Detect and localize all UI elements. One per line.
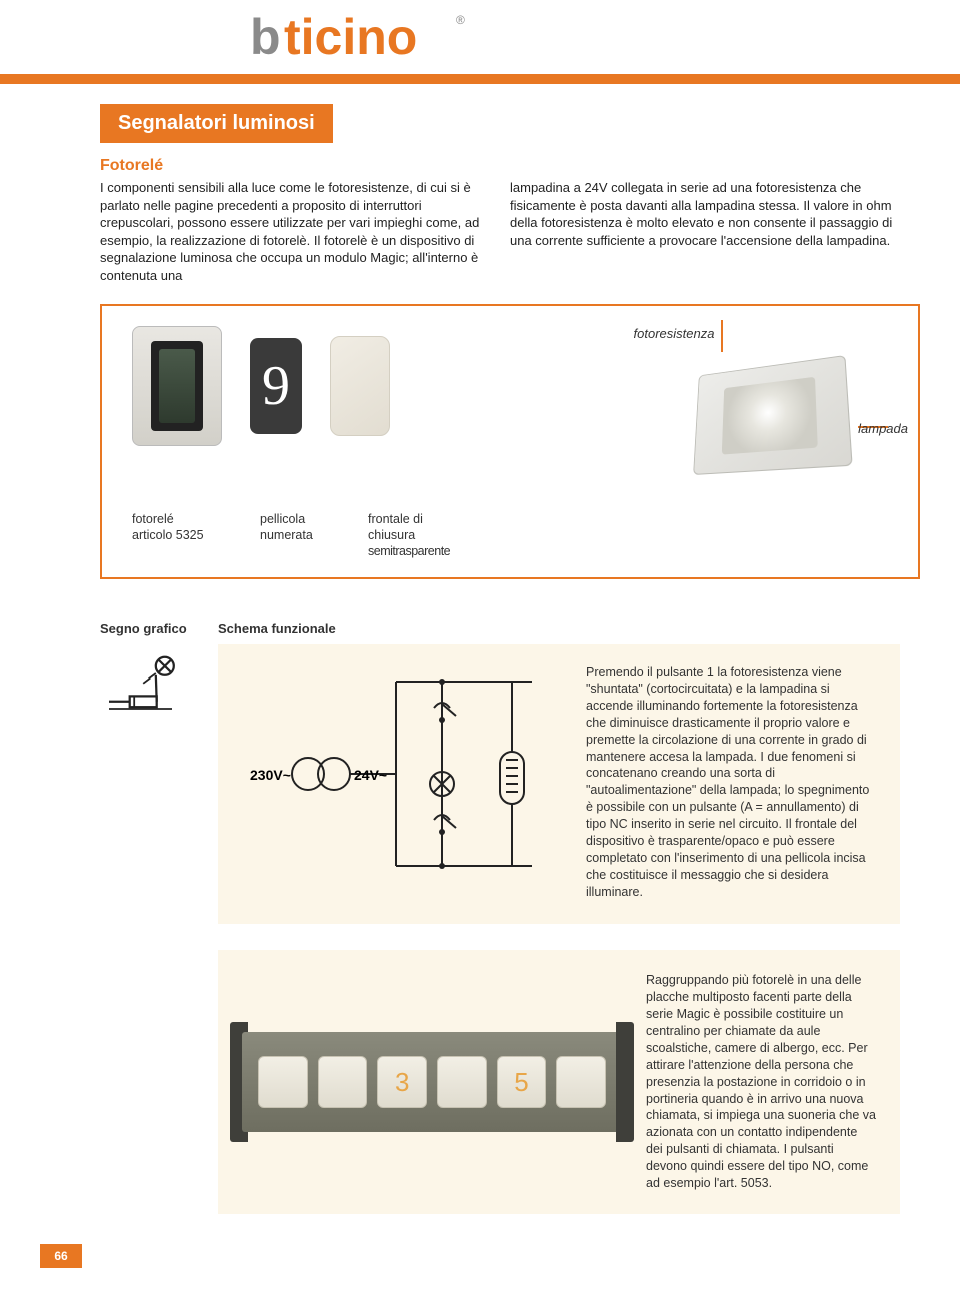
plate-image: 3 5 xyxy=(242,1022,622,1142)
svg-text:24V~: 24V~ xyxy=(354,767,387,783)
intro-col-2: lampadina a 24V collegata in serie ad un… xyxy=(510,179,900,284)
cutaway-image xyxy=(693,355,853,475)
plate-key xyxy=(437,1056,487,1108)
label-lampada: lampada xyxy=(858,421,908,436)
caption-pellicola: pellicola numerata xyxy=(260,512,340,559)
page-title: Segnalatori luminosi xyxy=(100,104,333,143)
plate-key: 3 xyxy=(377,1056,427,1108)
section-subtitle: Fotorelé xyxy=(100,157,900,175)
components-figure: 9 fotoresistenza lampada fotorelé artico… xyxy=(100,304,920,579)
heading-segno-grafico: Segno grafico xyxy=(100,621,200,636)
brand-logo: b ticino ® xyxy=(0,0,960,74)
plate-key xyxy=(556,1056,606,1108)
logo-registered: ® xyxy=(456,13,465,27)
schema-diagram: 230V~ 24V~ xyxy=(242,664,562,884)
leader-line-1 xyxy=(721,320,723,352)
caption-fotorele: fotorelé articolo 5325 xyxy=(132,512,232,559)
heading-schema-funzionale: Schema funzionale xyxy=(218,621,900,636)
svg-text:230V~: 230V~ xyxy=(250,767,291,783)
plate-key: 5 xyxy=(497,1056,547,1108)
logo-rest: ticino xyxy=(284,10,417,65)
logo-b: b xyxy=(250,10,281,65)
page-number: 66 xyxy=(40,1244,82,1268)
film-image: 9 xyxy=(250,338,302,434)
module-image xyxy=(132,326,222,446)
header-divider xyxy=(0,74,960,84)
caption-frontale: frontale di chiusura semitrasparente xyxy=(368,512,478,559)
intro-col-1: I componenti sensibili alla luce come le… xyxy=(100,179,490,284)
plate-key xyxy=(258,1056,308,1108)
intro-text: I componenti sensibili alla luce come le… xyxy=(100,179,900,284)
cover-image xyxy=(330,336,390,436)
label-fotoresistenza: fotoresistenza xyxy=(634,326,715,341)
plate-box: 3 5 Raggruppando più fotorelè in una del… xyxy=(218,950,900,1213)
schema-box: 230V~ 24V~ Premendo il pulsante 1 la fot… xyxy=(218,644,900,924)
schema-description: Premendo il pulsante 1 la fotoresistenza… xyxy=(586,664,876,900)
plate-description: Raggruppando più fotorelè in una delle p… xyxy=(646,972,876,1191)
graphic-symbol xyxy=(100,646,190,736)
plate-key xyxy=(318,1056,368,1108)
